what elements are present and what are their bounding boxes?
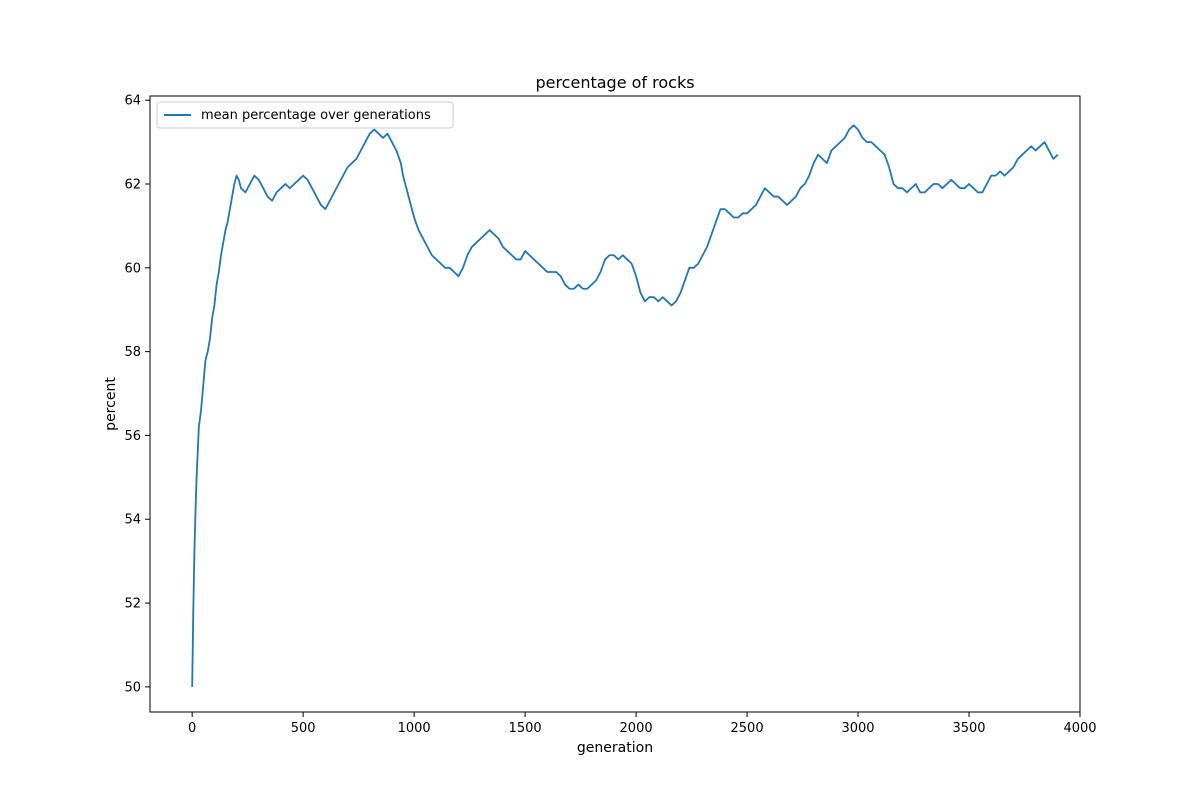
x-tick-label: 1000 xyxy=(398,721,431,736)
x-tick-label: 4000 xyxy=(1063,721,1096,736)
x-axis-label: generation xyxy=(577,740,653,756)
legend: mean percentage over generations xyxy=(156,101,454,129)
y-tick-label: 60 xyxy=(124,261,141,276)
y-tick-label: 62 xyxy=(124,178,141,193)
x-tick-label: 3500 xyxy=(952,721,985,736)
y-tick-label: 52 xyxy=(124,597,141,612)
y-tick-label: 64 xyxy=(124,94,141,109)
y-tick-label: 54 xyxy=(124,513,141,528)
y-tick-label: 50 xyxy=(124,680,141,695)
x-tick-label: 2000 xyxy=(620,721,653,736)
x-tick-label: 1500 xyxy=(509,721,542,736)
chart-title: percentage of rocks xyxy=(535,73,694,92)
legend-box xyxy=(156,101,454,129)
y-axis: 50 52 54 56 58 60 62 64 xyxy=(124,94,150,695)
y-tick-label: 56 xyxy=(124,429,141,444)
y-tick-label: 58 xyxy=(124,345,141,360)
x-axis: 0 500 1000 1500 2000 2500 3000 3500 4000 xyxy=(188,712,1097,736)
x-tick-label: 3000 xyxy=(841,721,874,736)
x-tick-label: 0 xyxy=(188,721,196,736)
legend-entry-label: mean percentage over generations xyxy=(201,108,431,123)
x-tick-label: 500 xyxy=(291,721,316,736)
series-layer xyxy=(191,124,1059,687)
series-line xyxy=(191,124,1059,687)
plot-frame xyxy=(149,95,1081,713)
x-tick-label: 2500 xyxy=(731,721,764,736)
y-axis-label: percent xyxy=(103,377,119,431)
